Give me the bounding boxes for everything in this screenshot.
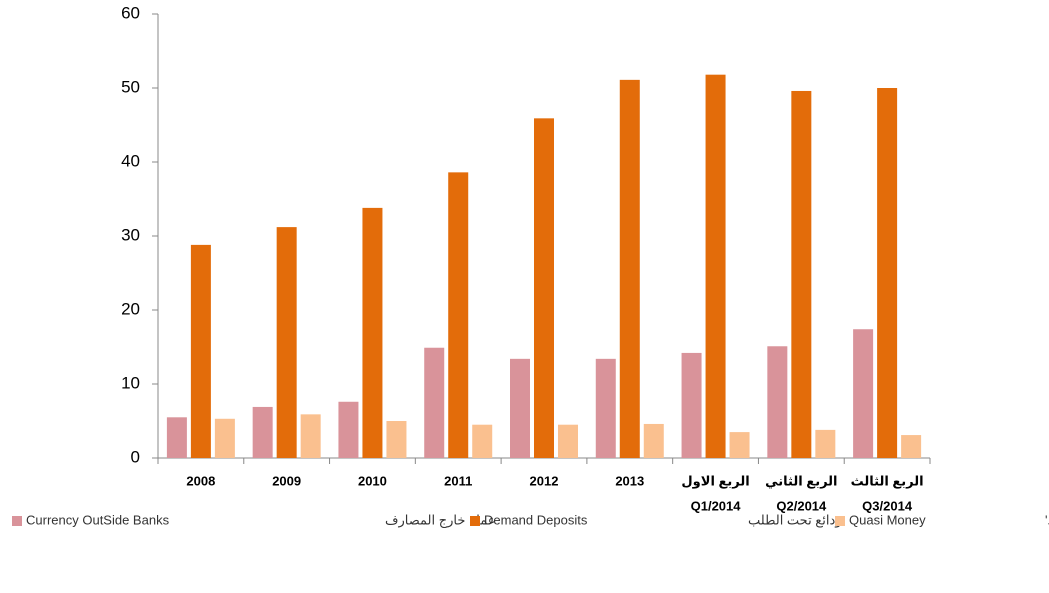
legend-label-ar: شبه النقود' [1045,512,1049,528]
bar [901,435,922,458]
x-tick-label: 2013 [615,473,644,488]
legend-label-ar: ودائع تحت الطلب [748,512,842,528]
bar [190,244,211,458]
legend-label-ar: عملة خارج المصارف [385,512,496,528]
legend-swatch [12,516,22,526]
legend-label: Currency OutSide Banks [26,512,170,527]
bar [338,401,359,458]
x-tick-label: 2010 [358,473,387,488]
bar [595,358,616,458]
bar [791,90,812,459]
x-tick-label: 2009 [272,473,301,488]
bar [300,414,321,458]
y-tick-label: 30 [121,225,140,244]
y-tick-label: 10 [121,373,140,392]
bar [252,406,273,458]
bar [877,88,898,458]
bar [362,207,383,458]
x-tick-label: الربع الثاني [765,473,837,488]
legend-swatch [470,516,480,526]
x-tick-label: 2012 [530,473,559,488]
bar [681,352,702,458]
y-tick-label: 50 [121,77,140,96]
bar [643,423,664,458]
bar [619,79,640,459]
x-tick-label: الربع الثالث [851,473,924,488]
x-tick-label: 2011 [444,473,472,488]
bar [815,429,836,458]
bar [853,329,874,458]
bar [424,347,445,458]
legend-swatch [835,516,845,526]
legend-label: Demand Deposits [484,512,588,527]
legend-label: Quasi Money [849,512,926,527]
x-tick-label: Q1/2014 [691,498,742,513]
bar [510,358,530,458]
x-tick-label: الربع الاول [681,473,749,488]
bar [558,424,578,458]
y-tick-label: 40 [121,151,140,170]
x-tick-label: Q3/2014 [862,498,913,513]
bar [729,432,750,458]
bar [472,424,493,458]
bar [166,417,187,458]
bar [448,172,469,459]
bar [276,227,297,458]
bar [214,418,235,458]
x-tick-label: Q2/2014 [776,498,827,513]
y-tick-label: 60 [121,3,140,22]
bar [767,346,788,458]
bar [534,118,554,458]
x-tick-label: 2008 [186,473,215,488]
y-tick-label: 20 [121,299,140,318]
bar [705,74,726,459]
y-tick-label: 0 [131,447,140,466]
bar [386,421,407,458]
